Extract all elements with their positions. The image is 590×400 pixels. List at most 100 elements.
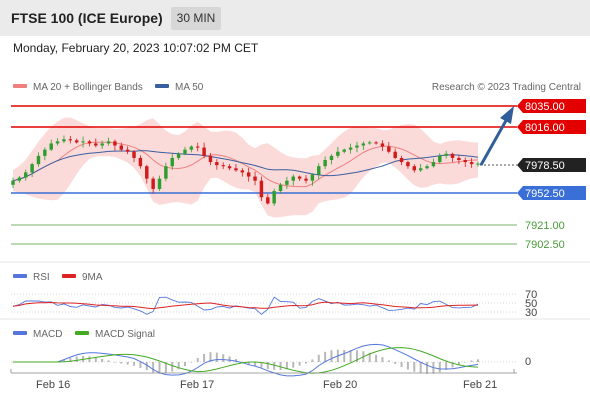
candle-body	[11, 180, 15, 185]
macd-histogram-bar	[445, 362, 448, 370]
candle-body	[68, 139, 73, 141]
x-tick-feb20: Feb 20	[323, 379, 357, 391]
candle-body	[215, 162, 219, 166]
ma20-legend-label: MA 20 + Bollinger Bands	[33, 82, 143, 93]
macd-histogram-bar	[260, 362, 263, 368]
candle-body	[17, 177, 22, 181]
candle-body	[406, 162, 410, 167]
candle-body	[113, 141, 117, 146]
candle-body	[393, 151, 397, 158]
candle-body	[444, 153, 448, 156]
macd-histogram-bar	[183, 362, 186, 367]
candlesticks	[11, 135, 480, 206]
candle-body	[227, 166, 232, 169]
macd-histogram-bar	[387, 360, 390, 362]
x-tick-feb16: Feb 16	[36, 379, 70, 391]
candle-body	[450, 153, 455, 158]
macd-histogram-bar	[101, 358, 104, 362]
macd-histogram-bar	[254, 362, 257, 367]
candle-body	[361, 143, 366, 146]
timeframe-badge[interactable]: 30 MIN	[171, 7, 221, 30]
macd-histogram-bar	[241, 361, 244, 363]
macd-histogram-bar	[273, 362, 276, 370]
macd-histogram-bar	[171, 362, 174, 372]
macd-signal-legend-swatch	[75, 331, 89, 335]
macd-line	[13, 343, 479, 377]
candle-body	[125, 149, 130, 152]
candle-body	[463, 160, 467, 163]
macd-histogram-bar	[107, 360, 110, 362]
macd-histogram-bar	[75, 356, 78, 362]
candle-body	[412, 166, 417, 171]
x-tick-feb21: Feb 21	[463, 379, 497, 391]
macd-histogram-bar	[279, 362, 282, 371]
macd-histogram-bar	[285, 362, 288, 370]
macd-histogram-bar	[355, 350, 358, 362]
candle-body	[55, 141, 60, 144]
macd-histogram-bar	[464, 362, 467, 363]
header-bar: FTSE 100 (ICE Europe) 30 MIN	[0, 0, 590, 36]
macd-histogram-bar	[451, 362, 454, 368]
candle-body	[234, 168, 238, 171]
candle-body	[336, 151, 340, 156]
macd-histogram-bar	[145, 362, 148, 371]
candle-body	[355, 145, 359, 148]
candle-body	[119, 145, 124, 150]
candle-body	[202, 147, 206, 156]
candle-body	[266, 197, 270, 204]
rsi-legend-swatch	[13, 274, 27, 278]
macd-histogram-bar	[292, 362, 295, 368]
rsi-9ma-line	[12, 301, 478, 310]
candle-body	[30, 164, 34, 173]
candle-body	[246, 172, 251, 177]
macd-histogram-bar	[222, 354, 225, 362]
macd-histogram-bar	[234, 358, 237, 362]
candle-body	[176, 153, 181, 158]
candle-body	[208, 155, 213, 163]
candle-body	[425, 166, 429, 169]
candle-body	[380, 143, 385, 147]
last-price-label: 7978.50	[525, 160, 565, 172]
macd-histogram-bar	[368, 352, 371, 362]
macd-histogram-bar	[317, 354, 320, 362]
macd-histogram-bar	[311, 359, 314, 362]
candle-body	[253, 176, 257, 181]
macd-histogram-bar	[349, 350, 352, 362]
candle-body	[329, 155, 334, 160]
macd-histogram-bar	[113, 362, 116, 363]
candle-body	[164, 166, 168, 179]
candle-body	[100, 143, 104, 146]
candle-body	[304, 178, 308, 181]
candle-body	[138, 157, 143, 167]
level-label-8035: 8035.00	[525, 101, 565, 113]
candle-body	[43, 149, 47, 156]
candle-body	[374, 142, 378, 144]
candle-body	[81, 141, 85, 143]
candle-body	[476, 163, 480, 165]
x-axis: Feb 16 Feb 17 Feb 20 Feb 21	[10, 369, 517, 391]
candle-body	[323, 160, 327, 167]
macd-histogram-bar	[133, 362, 136, 366]
macd-histogram-bar	[88, 356, 91, 362]
chart-panel	[0, 36, 590, 400]
macd-histogram-bar	[324, 351, 327, 362]
candle-body	[195, 146, 200, 148]
candle-body	[469, 162, 474, 165]
macd-pane: MACD MACD Signal 0	[11, 329, 531, 377]
level-tag-8016	[517, 120, 586, 134]
candle-body	[151, 178, 155, 189]
projection-arrow-head	[500, 106, 514, 124]
candle-body	[240, 170, 245, 173]
projection-arrow	[479, 116, 510, 166]
macd-histogram-bar	[470, 360, 473, 362]
candle-body	[387, 146, 391, 152]
macd-histogram-bar	[457, 362, 460, 365]
macd-histogram-bar	[196, 357, 199, 362]
macd-histogram-bar	[394, 362, 397, 364]
macd-histogram-bar	[62, 359, 65, 362]
candle-body	[24, 172, 28, 178]
candle-body	[438, 155, 442, 163]
candle-body	[36, 155, 41, 165]
macd-signal-line	[13, 347, 479, 374]
